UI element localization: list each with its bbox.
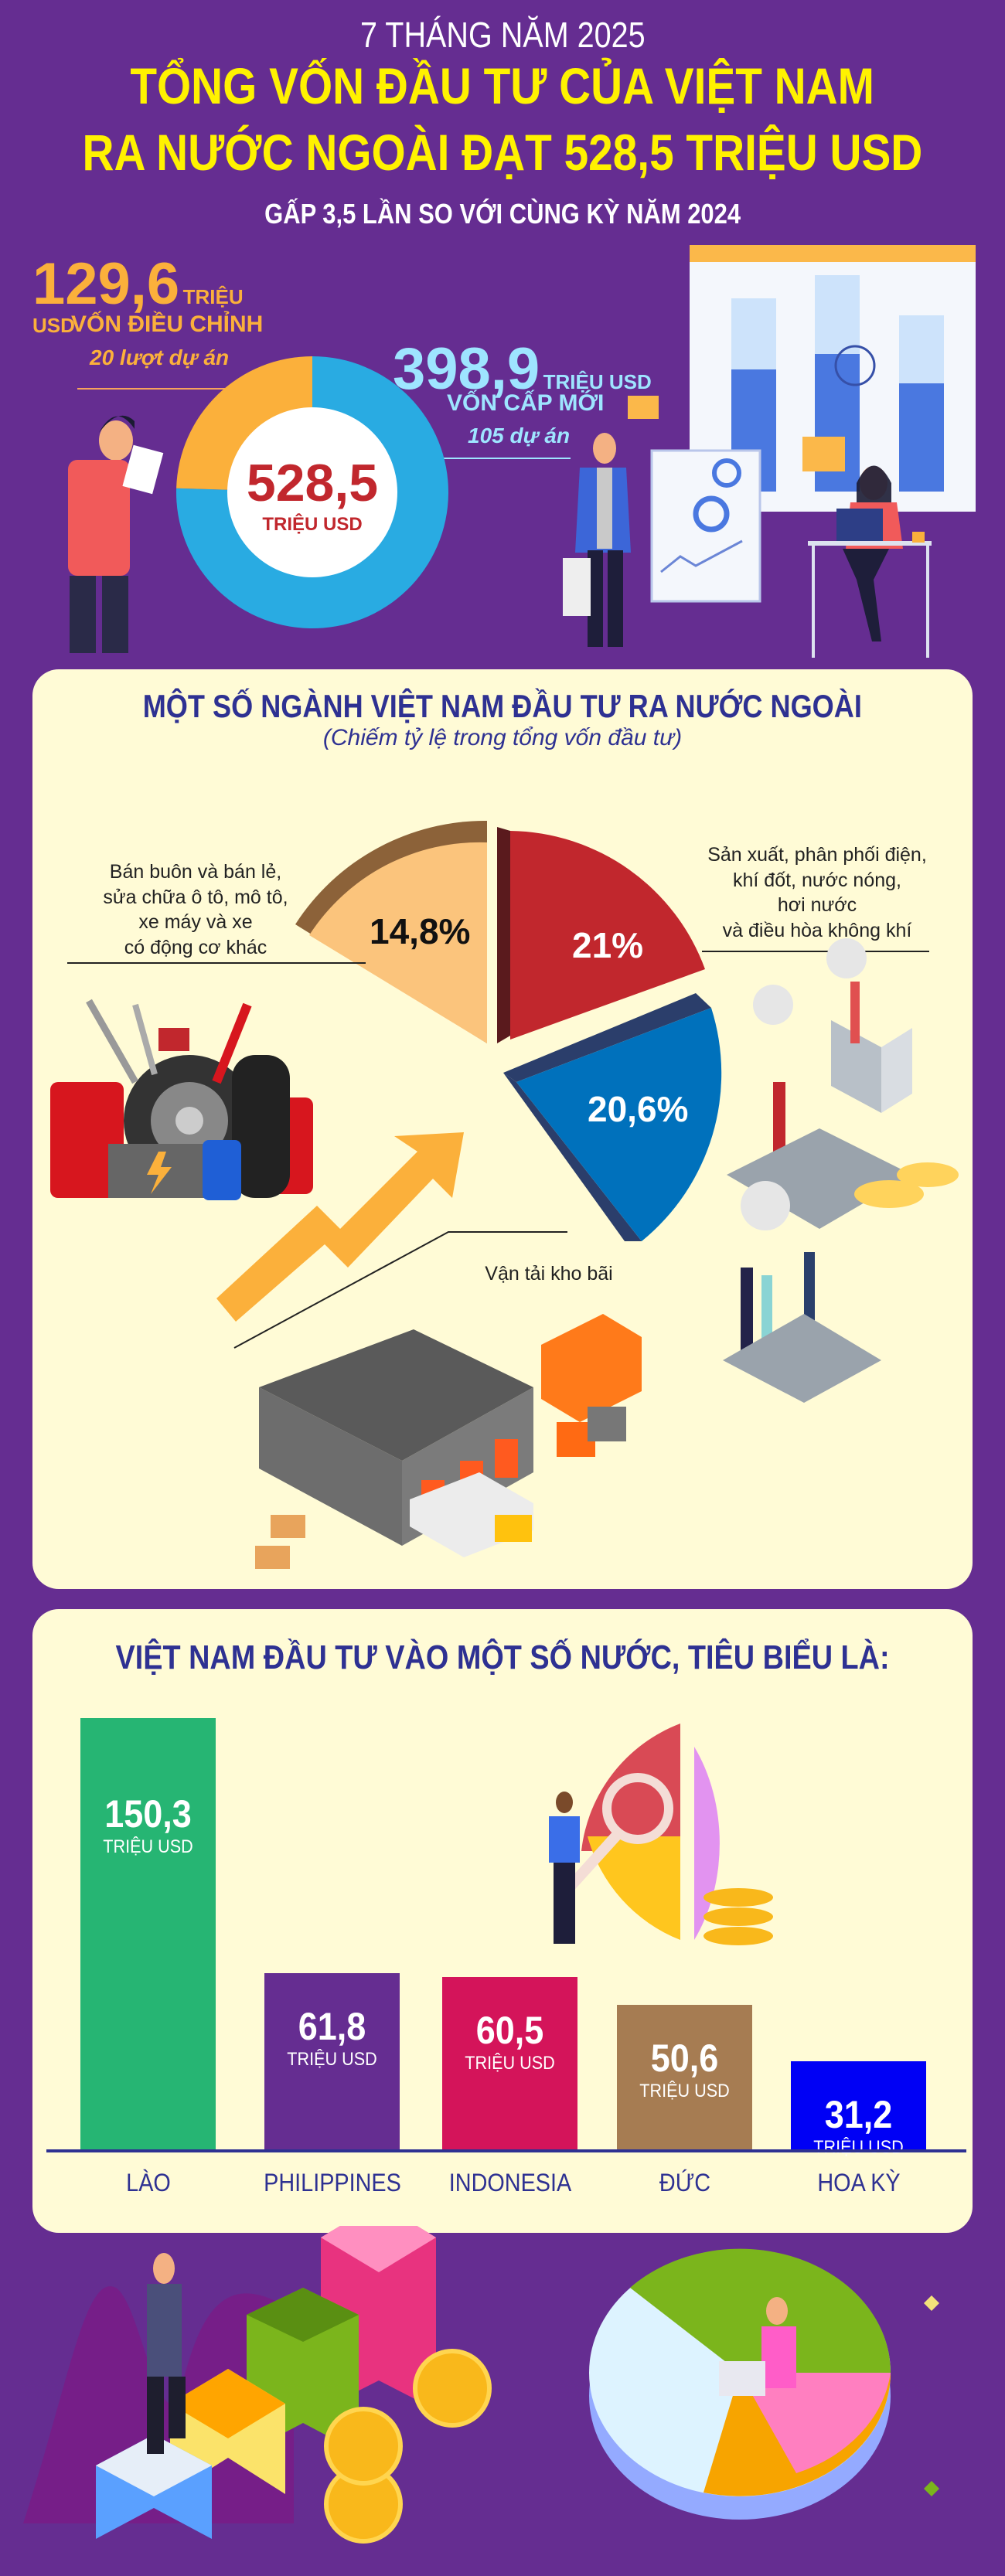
magnifier-pie-illustration bbox=[549, 1724, 773, 1945]
bar-unit-label: TRIỆU USD bbox=[287, 2048, 377, 2070]
sectors-subtitle: (Chiếm tỷ lệ trong tổng vốn đầu tư) bbox=[322, 725, 683, 750]
man-with-tablet-illustration bbox=[68, 415, 164, 653]
sector-value-transport: 20,6% bbox=[588, 1089, 689, 1129]
sector-label-wholesale: Bán buôn và bán lẻ, sửa chữa ô tô, mô tô,… bbox=[103, 861, 288, 958]
sector-label-transport: Vận tải kho bãi bbox=[485, 1263, 613, 1285]
adjusted-label: VỐN ĐIỀU CHỈNH bbox=[71, 311, 264, 337]
main-title-line2: RA NƯỚC NGOÀI ĐẠT 528,5 TRIỆU USD bbox=[82, 124, 923, 181]
new-projects: 105 dự án bbox=[468, 424, 571, 447]
adjusted-capital-stat: 129,6 TRIỆU USD bbox=[32, 255, 288, 338]
country-label: LÀO bbox=[125, 2169, 171, 2197]
country-label: INDONESIA bbox=[448, 2169, 571, 2197]
adjusted-value: 129,6 bbox=[32, 251, 180, 317]
warehouse-illustration bbox=[255, 1314, 642, 1569]
bar-unit-label: TRIỆU USD bbox=[465, 2052, 555, 2074]
divider bbox=[408, 458, 571, 459]
country-label: PHILIPPINES bbox=[263, 2169, 401, 2197]
sector-label-electricity: Sản xuất, phân phối điện, khí đốt, nước n… bbox=[707, 844, 927, 941]
factory-illustration bbox=[723, 938, 959, 1403]
total-unit: TRIỆU USD bbox=[262, 514, 363, 535]
bottom-decorative-illustration bbox=[23, 2226, 939, 2544]
bar-value-label: 50,6 bbox=[650, 2037, 719, 2081]
wedge-electricity-gas bbox=[497, 827, 705, 1043]
adjusted-projects: 20 lượt dự án bbox=[90, 345, 230, 369]
woman-at-desk-illustration bbox=[802, 437, 932, 658]
bar-unit-label: TRIỆU USD bbox=[103, 1836, 193, 1857]
country-label: HOA KỲ bbox=[816, 2169, 901, 2197]
summary-donut-chart bbox=[68, 245, 976, 658]
new-capital-stat: 398,9 TRIỆU USD bbox=[393, 340, 686, 399]
bar-value-label: 61,8 bbox=[298, 2004, 366, 2048]
bar-lào: 150,3 TRIỆU USD bbox=[80, 1717, 216, 2151]
main-title-line1: TỔNG VỐN ĐẦU TƯ CỦA VIỆT NAM bbox=[130, 57, 875, 114]
wedge-transport-warehousing bbox=[503, 993, 722, 1241]
country-label: ĐỨC bbox=[659, 2169, 710, 2197]
leader-line bbox=[233, 1231, 567, 1349]
total-value: 528,5 bbox=[246, 454, 379, 512]
period-label: 7 THÁNG NĂM 2025 bbox=[359, 15, 646, 55]
bar-value-label: 150,3 bbox=[104, 1792, 192, 1836]
presenter-illustration bbox=[563, 396, 761, 647]
sector-value-wholesale: 14,8% bbox=[370, 911, 471, 951]
countries-title: VIỆT NAM ĐẦU TƯ VÀO MỘT SỐ NƯỚC, TIÊU BI… bbox=[115, 1638, 890, 1676]
bar-value-label: 31,2 bbox=[824, 2092, 893, 2136]
new-unit: TRIỆU USD bbox=[543, 370, 652, 393]
sector-value-electricity: 21% bbox=[572, 925, 644, 965]
auto-parts-illustration bbox=[50, 999, 313, 1200]
bar-đức: 50,6 TRIỆU USD bbox=[617, 2005, 752, 2151]
bar-philippines: 61,8 TRIỆU USD bbox=[264, 1972, 400, 2151]
new-value: 398,9 bbox=[393, 336, 540, 402]
bar-hoa-kỳ: 31,2 TRIỆU USD bbox=[791, 2060, 926, 2158]
sectors-title: MỘT SỐ NGÀNH VIỆT NAM ĐẦU TƯ RA NƯỚC NGO… bbox=[142, 688, 863, 724]
donut-center-label: 528,5 TRIỆU USD bbox=[227, 457, 397, 536]
wedge-wholesale-retail bbox=[295, 820, 487, 1043]
arrow-up-illustration bbox=[216, 1132, 464, 1322]
bar-value-label: 60,5 bbox=[475, 2008, 544, 2052]
divider bbox=[77, 388, 228, 390]
donut-hole bbox=[227, 407, 397, 577]
adjusted-unit: TRIỆU USD bbox=[32, 285, 244, 337]
new-label: VỐN CẤP MỚI bbox=[447, 390, 605, 416]
bar-unit-label: TRIỆU USD bbox=[639, 2081, 730, 2102]
bar-baseline bbox=[46, 2149, 966, 2152]
subtitle: GẤP 3,5 LẦN SO VỚI CÙNG KỲ NĂM 2024 bbox=[264, 198, 741, 230]
bar-indonesia: 60,5 TRIỆU USD bbox=[442, 1976, 577, 2151]
sectors-pie-chart bbox=[50, 820, 959, 1569]
bar-unit-label: TRIỆU USD bbox=[813, 2136, 904, 2158]
